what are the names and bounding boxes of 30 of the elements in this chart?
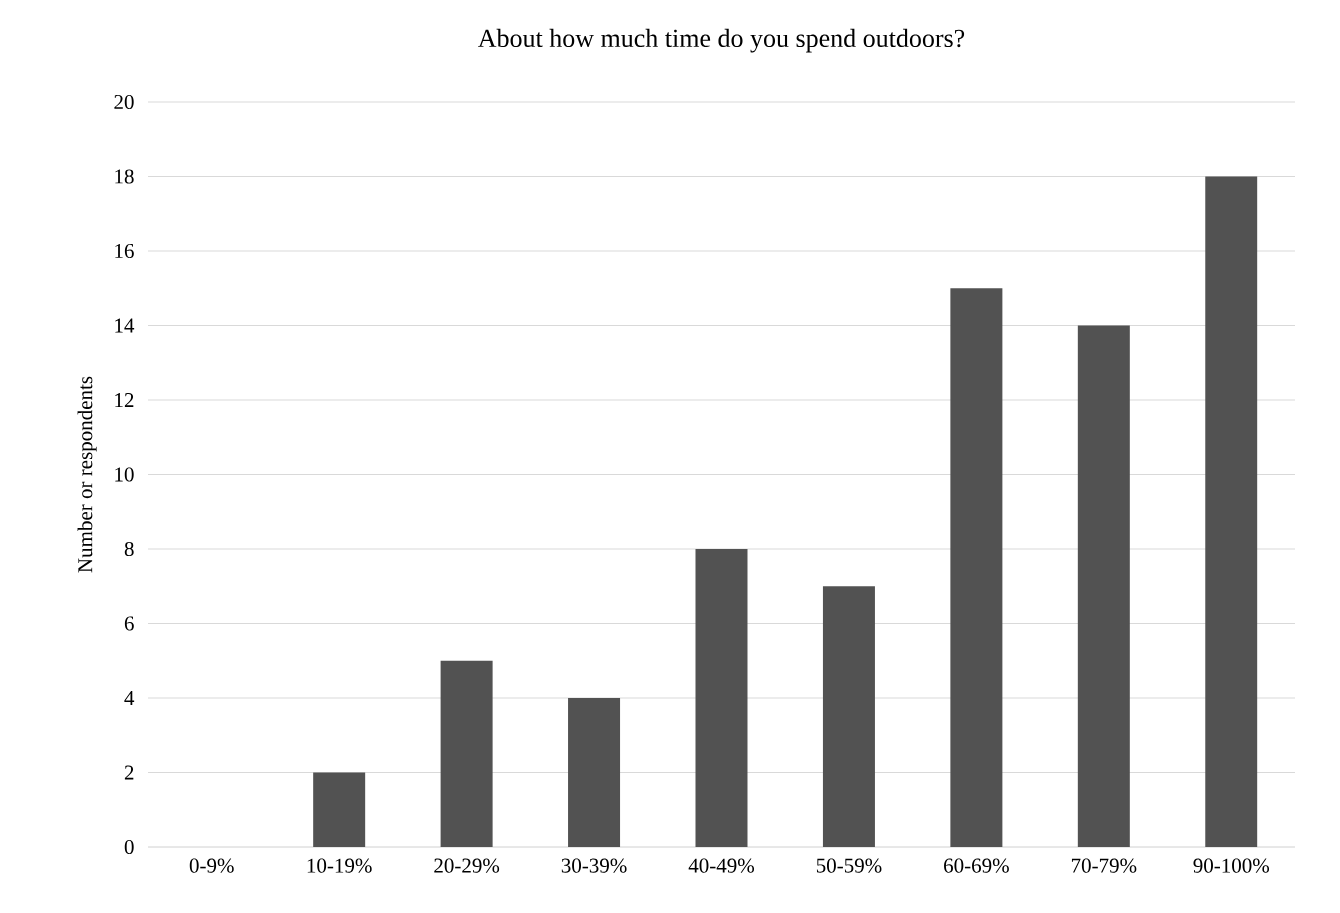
y-axis-title: Number or respondents: [77, 376, 97, 573]
bar: [695, 549, 748, 847]
y-tick-label: 20: [114, 94, 134, 110]
y-tick-label: 0: [124, 839, 134, 855]
chart-title: About how much time do you spend outdoors?: [478, 28, 965, 53]
x-tick-label: 60-69%: [944, 858, 1009, 873]
bar: [950, 288, 1003, 847]
x-tick-label: 10-19%: [307, 858, 372, 873]
x-tick-label: 40-49%: [688, 858, 755, 873]
y-tick-label: 6: [124, 616, 134, 631]
x-tick-label: 30-39%: [561, 858, 627, 873]
bar: [1205, 176, 1258, 847]
x-tick-label: 90-100%: [1193, 858, 1270, 873]
y-tick-label: 2: [124, 765, 134, 780]
x-tick-label: 20-29%: [434, 858, 500, 873]
y-tick-label: 14: [115, 318, 135, 333]
bar: [1077, 325, 1130, 847]
y-tick-label: 16: [115, 243, 134, 259]
y-tick-label: 4: [124, 691, 135, 705]
bar: [822, 586, 875, 847]
bar: [440, 660, 493, 847]
x-tick-label: 50-59%: [816, 858, 882, 873]
y-tick-label: 12: [115, 393, 134, 407]
x-tick-label: 70-79%: [1071, 858, 1137, 873]
y-tick-label: 18: [115, 169, 134, 184]
bar: [313, 772, 366, 847]
x-tick-label: 0-9%: [189, 858, 234, 873]
y-tick-label: 8: [124, 541, 134, 557]
y-tick-label: 10: [115, 467, 134, 482]
bar: [568, 698, 621, 847]
